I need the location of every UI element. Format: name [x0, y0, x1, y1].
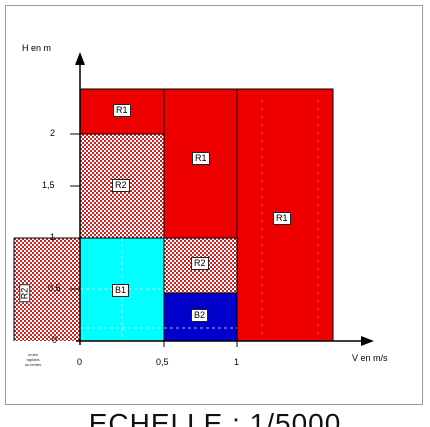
x-axis-arrow: [361, 336, 374, 346]
x-tick-0: 0: [77, 357, 82, 367]
left-zone-note: crues rapides ou lentes: [18, 352, 48, 367]
x-tick-1: 1: [234, 357, 239, 367]
y-tick-1-5: 1,5: [42, 180, 55, 190]
zone-label-r2-middle: R2: [191, 257, 209, 270]
zone-label-r1-top: R1: [113, 104, 131, 117]
x-tick-0-5: 0,5: [156, 357, 169, 367]
zone-label-r1-right: R1: [273, 212, 291, 225]
zone-label-r2-upper: R2: [112, 179, 130, 192]
y-axis-label: H en m: [22, 43, 51, 53]
x-axis-label: V en m/s: [352, 353, 388, 363]
y-tick-2: 2: [50, 128, 55, 138]
y-tick-0: 0: [52, 335, 57, 345]
zone-label-r2-left: R2: [19, 285, 30, 303]
y-axis-arrow: [75, 52, 85, 65]
y-tick-1: 1: [50, 232, 55, 242]
zone-label-b2: B2: [191, 309, 208, 322]
zone-label-r1-middle: R1: [192, 152, 210, 165]
scale-caption: ECHELLE : 1/5000: [0, 404, 430, 427]
zone-label-b1: B1: [112, 284, 129, 297]
y-tick-0-5: 0,5: [48, 283, 61, 293]
